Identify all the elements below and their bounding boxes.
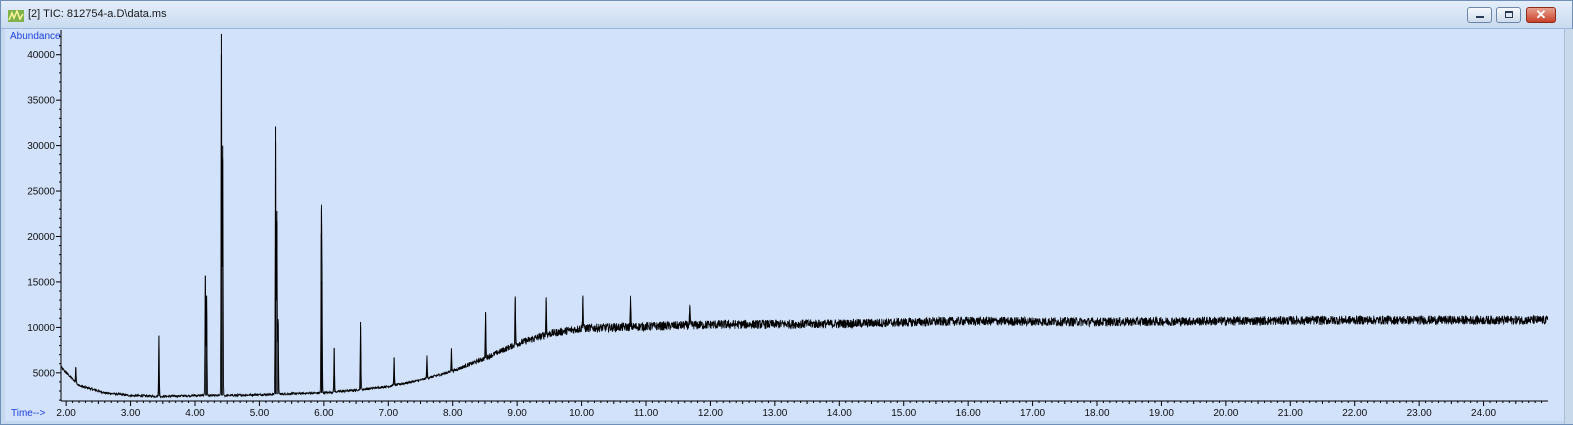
y-tick-label: 30000 — [27, 141, 55, 152]
maximize-button[interactable] — [1496, 7, 1521, 23]
y-tick-label: 5000 — [33, 368, 56, 379]
minimize-button[interactable] — [1467, 7, 1492, 23]
x-tick-label: 15.00 — [891, 408, 916, 419]
plot-area[interactable] — [5, 29, 1564, 421]
x-tick-label: 14.00 — [827, 408, 852, 419]
x-tick-label: 18.00 — [1084, 408, 1109, 419]
tic-series-line — [60, 54, 1549, 399]
chromatogram-app-icon — [8, 8, 24, 22]
x-tick-label: 8.00 — [443, 408, 463, 419]
x-tick-label: 12.00 — [698, 408, 723, 419]
y-tick-label: 20000 — [27, 232, 55, 243]
x-tick-label: 13.00 — [762, 408, 787, 419]
x-tick-label: 11.00 — [634, 408, 659, 419]
x-tick-label: 7.00 — [379, 408, 399, 419]
x-tick-label: 23.00 — [1407, 408, 1432, 419]
window-edge — [1564, 29, 1573, 424]
x-tick-label: 24.00 — [1471, 408, 1496, 419]
x-tick-label: 16.00 — [956, 408, 981, 419]
peak-markers — [75, 33, 691, 397]
x-tick-label: 20.00 — [1213, 408, 1238, 419]
window-title: [2] TIC: 812754-a.D\data.ms — [28, 8, 167, 20]
y-axis-label: Abundance — [10, 31, 61, 42]
maximize-icon — [1505, 11, 1513, 18]
x-tick-label: 2.00 — [56, 408, 76, 419]
x-tick-label: 9.00 — [507, 408, 527, 419]
close-icon: ✕ — [1535, 7, 1547, 22]
y-tick-label: 25000 — [27, 187, 55, 198]
x-tick-label: 5.00 — [250, 408, 270, 419]
x-tick-label: 22.00 — [1342, 408, 1367, 419]
tic-trace — [60, 54, 1549, 399]
y-tick-label: 35000 — [27, 96, 55, 107]
x-tick-label: 21.00 — [1278, 408, 1303, 419]
x-tick-label: 10.00 — [569, 408, 594, 419]
title-bar[interactable]: [2] TIC: 812754-a.D\data.ms ✕ — [1, 1, 1572, 29]
minimize-icon — [1476, 16, 1484, 18]
x-tick-label: 17.00 — [1020, 408, 1045, 419]
x-tick-label: 19.00 — [1149, 408, 1174, 419]
x-tick-label: 3.00 — [121, 408, 141, 419]
chart-axes: 5000 10000 15000 20000 25000 30000 35000 40000 2… — [27, 30, 1548, 419]
x-axis-label: Time--> — [11, 408, 46, 419]
y-tick-label: 15000 — [27, 277, 55, 288]
y-tick-label: 40000 — [27, 50, 55, 61]
x-tick-label: 6.00 — [314, 408, 334, 419]
close-button[interactable]: ✕ — [1526, 7, 1556, 23]
x-tick-label: 4.00 — [185, 408, 205, 419]
y-tick-label: 10000 — [27, 323, 55, 334]
